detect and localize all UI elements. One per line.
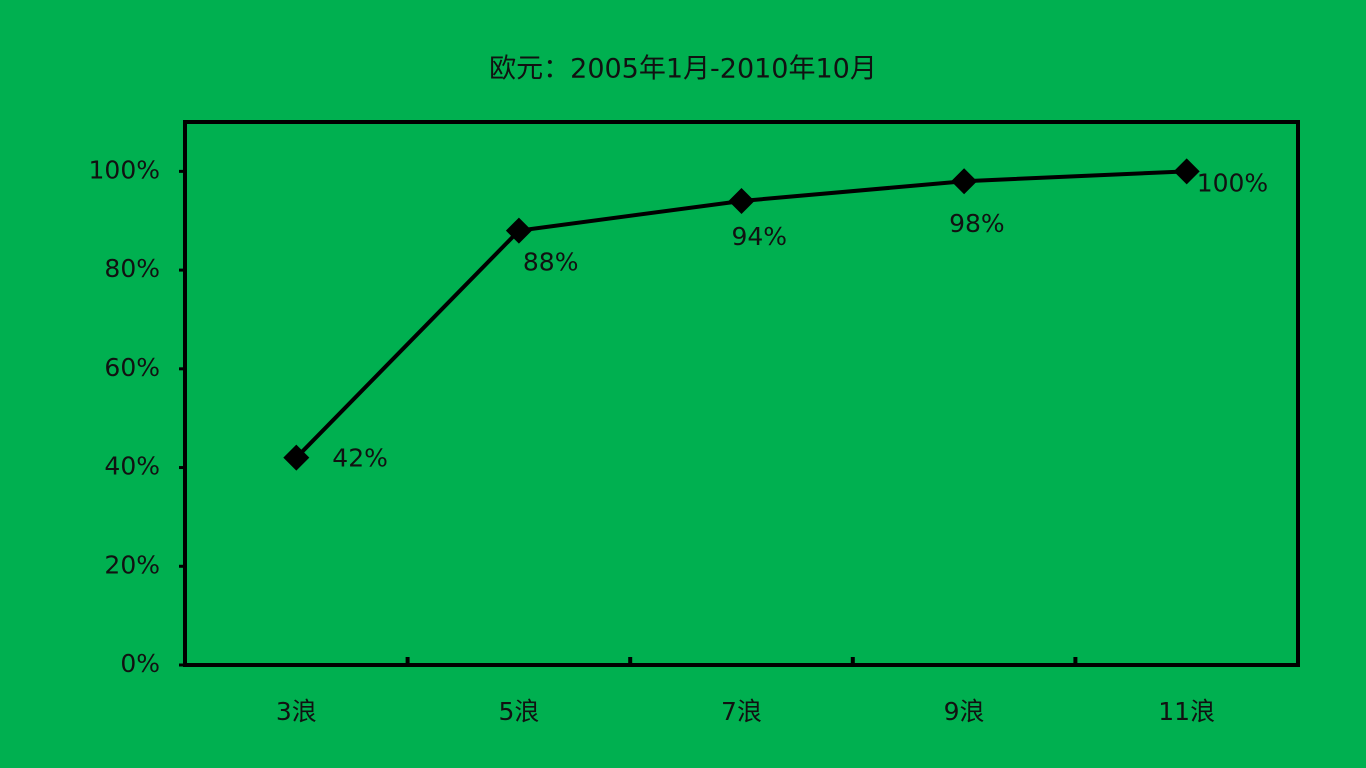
data-label: 98% xyxy=(949,209,1005,238)
marker xyxy=(728,187,755,214)
marker xyxy=(1173,158,1200,185)
marker xyxy=(951,168,978,195)
data-label: 100% xyxy=(1197,168,1268,197)
data-label: 42% xyxy=(332,444,388,473)
marker xyxy=(505,217,532,244)
chart-title: 欧元：2005年1月-2010年10月 xyxy=(489,54,877,85)
data-label: 94% xyxy=(732,222,788,251)
y-tick-label: 60% xyxy=(104,353,160,382)
y-tick-label: 20% xyxy=(104,550,160,579)
y-tick-label: 0% xyxy=(120,649,160,678)
line xyxy=(294,169,1187,460)
y-tick-label: 100% xyxy=(89,155,160,184)
x-tick-label: 5浪 xyxy=(498,697,539,726)
plot-frame xyxy=(183,120,1300,667)
x-tick-label: 3浪 xyxy=(276,697,317,726)
x-tick-label: 11浪 xyxy=(1158,697,1215,726)
x-tick-label: 7浪 xyxy=(721,697,762,726)
y-tick-label: 80% xyxy=(104,254,160,283)
y-tick-label: 40% xyxy=(104,452,160,481)
data-label: 88% xyxy=(523,248,579,277)
x-tick-label: 9浪 xyxy=(944,697,985,726)
marker xyxy=(283,444,310,471)
